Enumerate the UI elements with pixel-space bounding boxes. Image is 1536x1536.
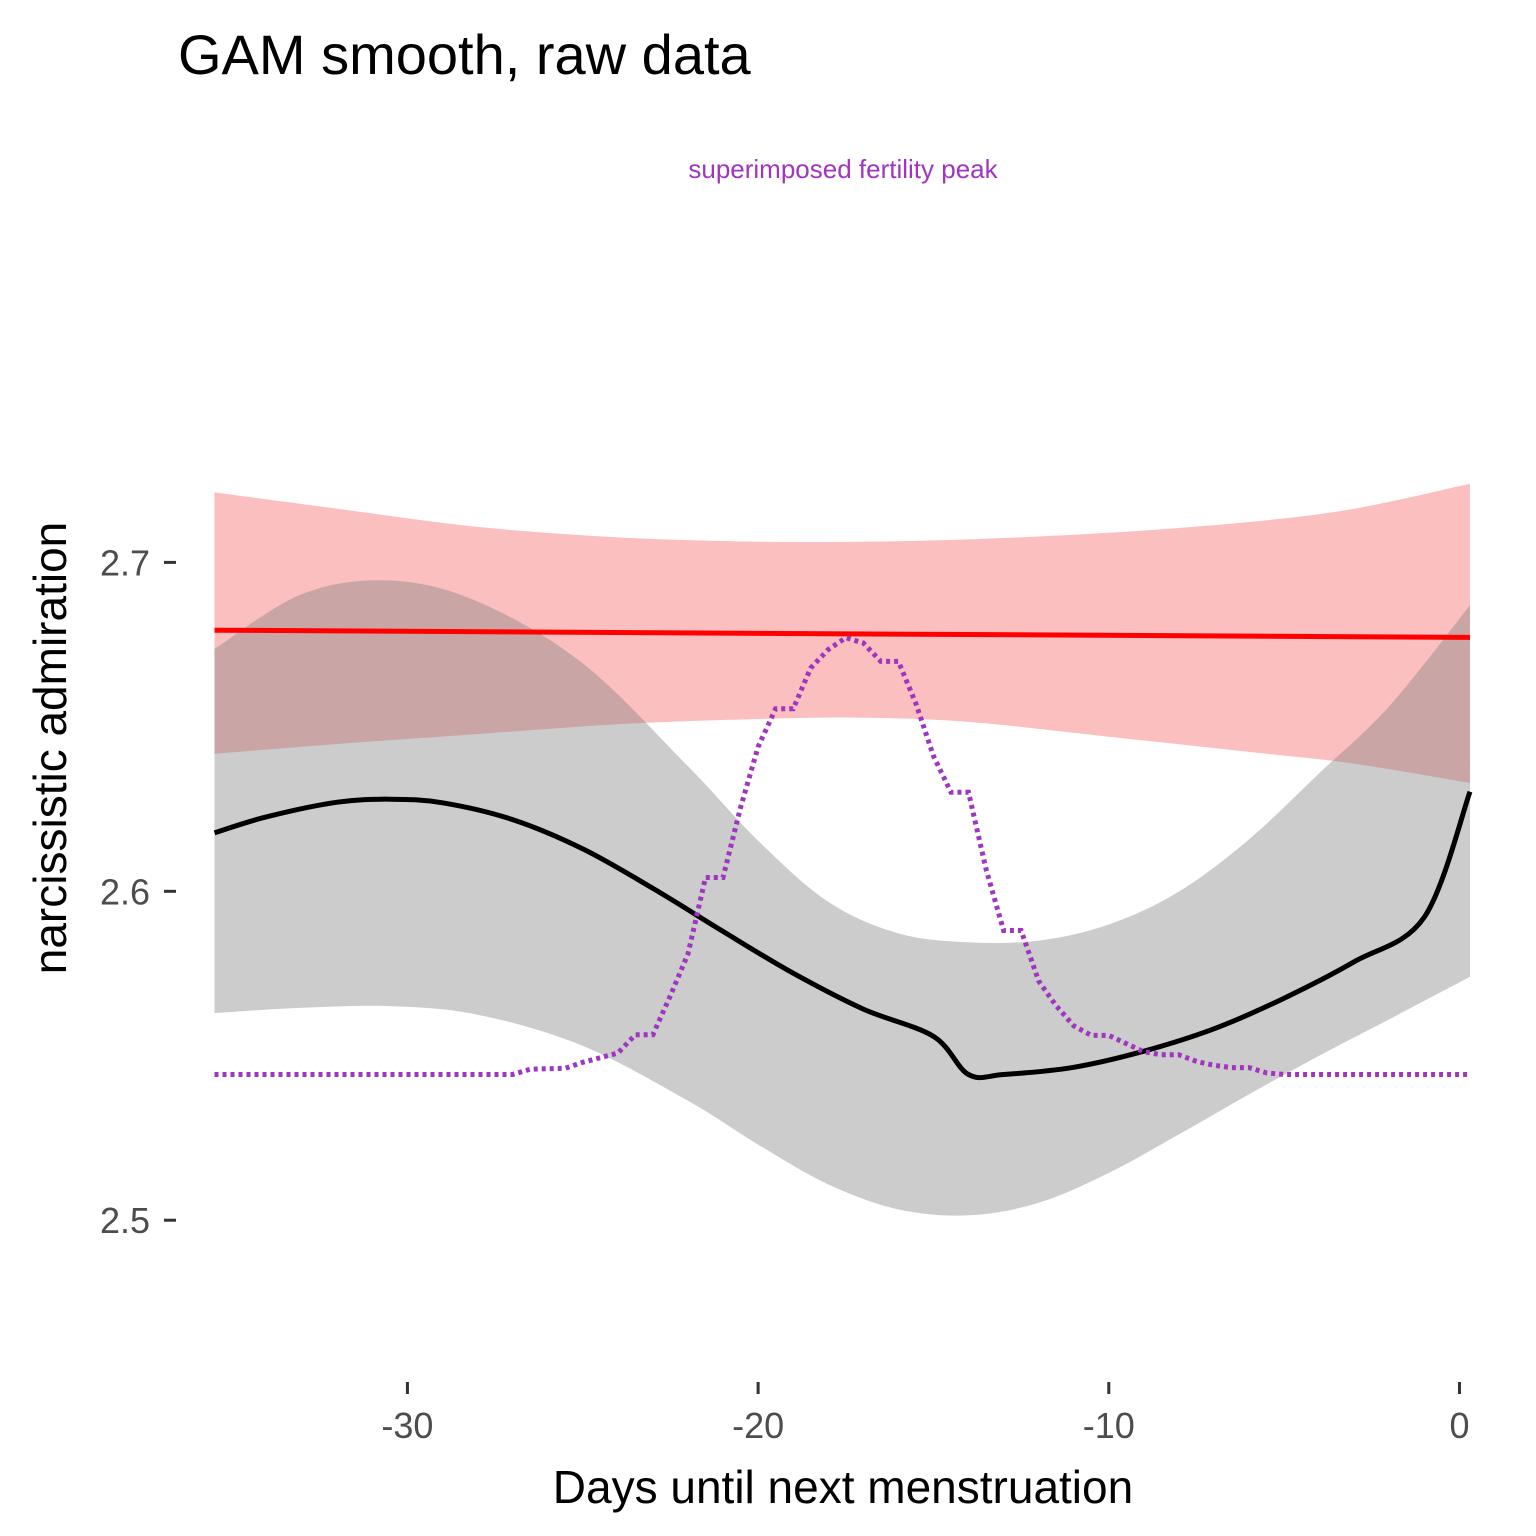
gam-smooth-line (213, 790, 1473, 1081)
x-tick-label: -20 (732, 1405, 784, 1446)
confidence-ribbon-1 (214, 580, 1470, 1216)
fertility-peak-annotation: superimposed fertility peak (688, 154, 998, 184)
y-tick-label: 2.5 (100, 1200, 150, 1241)
y-tick-label: 2.6 (100, 871, 150, 912)
series-layer (213, 483, 1473, 1216)
fertility-peak-line (214, 634, 1470, 1077)
axes-layer: -30 -20 -10 0 2.5 2.6 2.7 (100, 542, 1470, 1446)
y-tick-label: 2.7 (100, 542, 150, 583)
y-axis-title: narcissistic admiration (24, 522, 76, 974)
x-axis-title: Days until next menstruation (553, 1461, 1133, 1513)
chart-title: GAM smooth, raw data (178, 23, 752, 86)
x-tick-label: -30 (381, 1405, 433, 1446)
x-tick-label: -10 (1083, 1405, 1135, 1446)
x-tick-label: 0 (1449, 1405, 1469, 1446)
linear-fit-line (214, 627, 1471, 640)
